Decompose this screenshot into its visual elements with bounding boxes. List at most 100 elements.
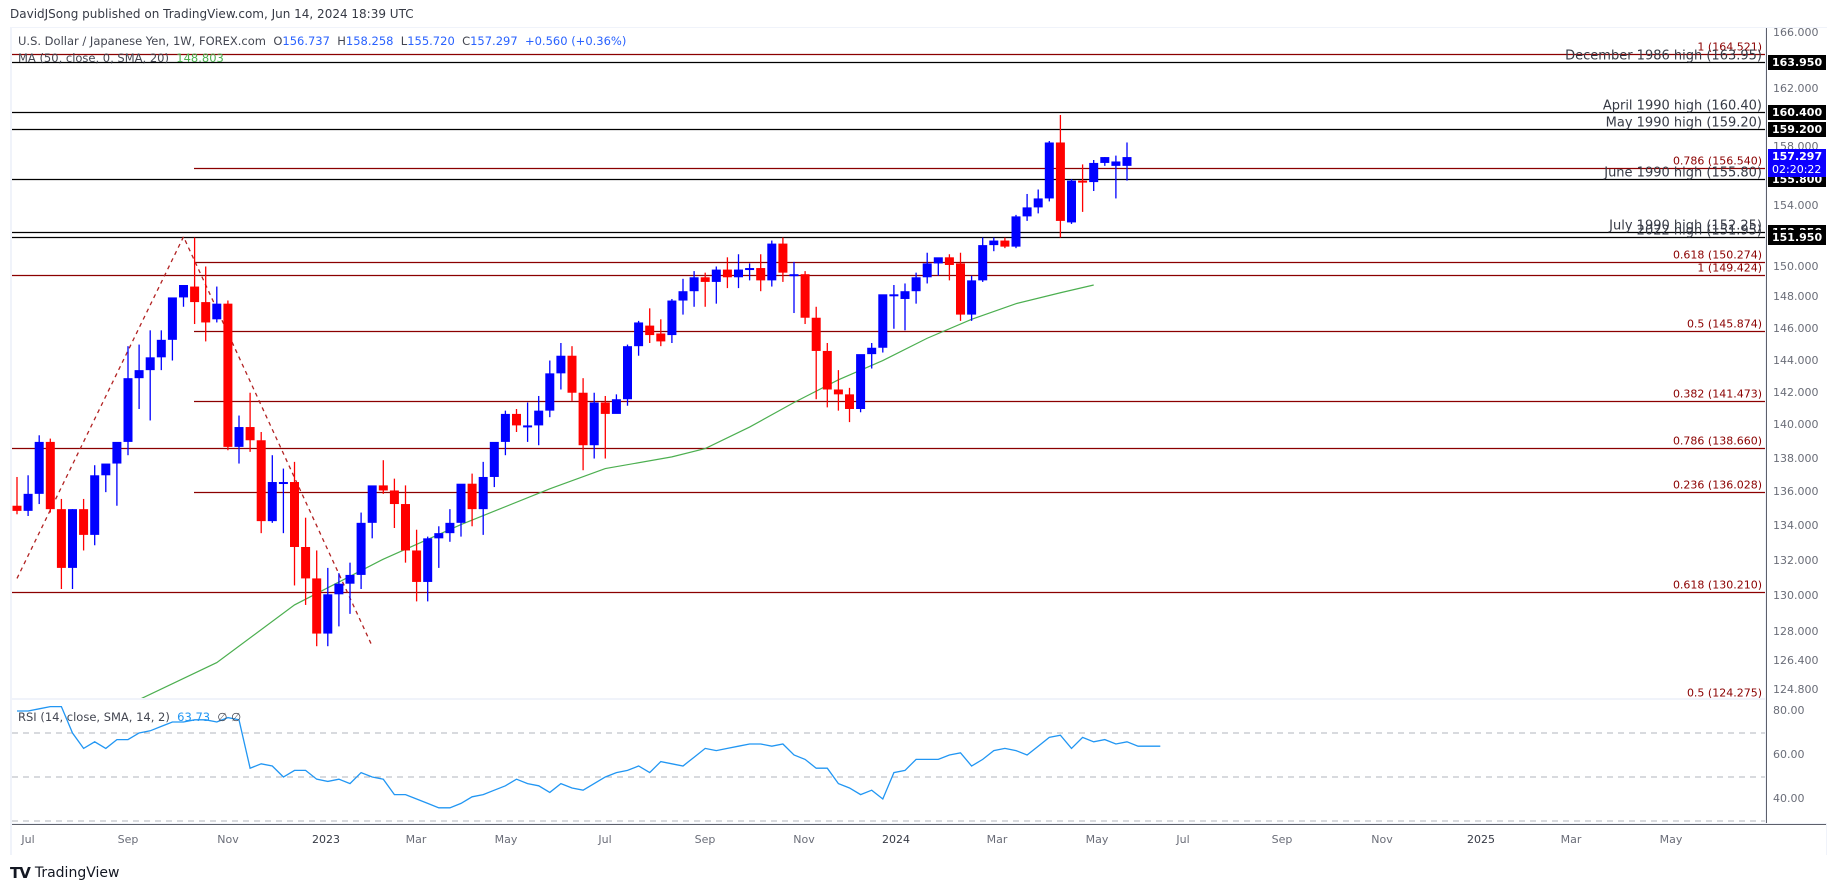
candle (822, 342, 832, 408)
ma50-line (141, 284, 1094, 698)
candle-body (1033, 198, 1043, 208)
candle (445, 509, 455, 542)
candle (467, 473, 477, 527)
candle (356, 512, 366, 589)
time-tick-label: Sep (694, 833, 716, 846)
candle-body (145, 357, 155, 371)
candle-body (845, 394, 854, 410)
price-axis[interactable]: 166.000 162.000 158.000 154.000 150.000 148.0… (1766, 26, 1827, 823)
rsi-tick-label: 40.00 (1773, 792, 1805, 805)
candle (23, 475, 33, 516)
rsi-pane[interactable] (12, 700, 1765, 823)
candle (323, 567, 333, 647)
price-chart-canvas[interactable]: 1 (164.521) 0.786 (156.540) 0.618 (150.274… (12, 28, 1765, 698)
rsi-canvas[interactable] (12, 700, 1765, 823)
fib-level-label: 0.382 (141.473) (1673, 388, 1762, 401)
candle-body (1044, 142, 1054, 199)
candle (1089, 159, 1099, 191)
candle (312, 550, 322, 647)
candle (623, 344, 632, 406)
candle (789, 261, 799, 314)
candle-body (567, 355, 577, 393)
candle-body (12, 505, 22, 511)
price-chart-pane[interactable]: 1 (164.521) 0.786 (156.540) 0.618 (150.274… (12, 28, 1765, 698)
candle (811, 306, 821, 400)
candle (156, 330, 166, 371)
price-tick-label: 148.000 (1773, 290, 1819, 304)
time-tick-label: May (1659, 833, 1683, 846)
candle-body (23, 493, 33, 511)
candle-body (334, 583, 344, 595)
ma-value: 148.803 (176, 51, 224, 65)
current-price-tag: 157.297 02:20:22 (1768, 149, 1827, 178)
candle (134, 344, 144, 410)
price-tick-label: 128.000 (1773, 624, 1819, 638)
price-tick-label: 140.000 (1773, 418, 1819, 432)
candle-body (301, 546, 311, 579)
candle (12, 476, 22, 515)
candle-body (523, 425, 533, 428)
rsi-value: 63.73 (177, 710, 211, 724)
candle (1000, 237, 1010, 249)
candle (179, 285, 188, 307)
candle-body (312, 578, 322, 634)
candle-body (156, 339, 166, 358)
candle (1100, 157, 1110, 166)
high-value: 158.258 (345, 34, 394, 48)
candle-body (179, 285, 188, 298)
candle (611, 394, 621, 414)
candle-body (878, 294, 888, 348)
candle-body (1111, 161, 1121, 166)
tradingview-logo[interactable]: TV TradingView (10, 864, 119, 882)
candle-body (734, 269, 743, 278)
candle (545, 360, 555, 418)
candle-body (711, 269, 721, 282)
series-legend: U.S. Dollar / Japanese Yen, 1W, FOREX.co… (18, 33, 626, 67)
candle (534, 395, 544, 446)
price-tick-label: 126.400 (1773, 653, 1819, 667)
candle-body (245, 427, 255, 441)
price-tick-label: 142.000 (1773, 385, 1819, 399)
candle-body (645, 325, 655, 336)
candle (223, 300, 233, 451)
price-tick-label: 166.000 (1773, 26, 1819, 40)
candle-body (944, 257, 954, 265)
candle (956, 252, 965, 321)
candle (567, 346, 577, 401)
fib-level-label: 0.786 (138.660) (1673, 435, 1762, 448)
candle (745, 263, 755, 281)
candle-body (911, 277, 921, 292)
candle-body (778, 243, 788, 273)
candle-body (68, 509, 77, 568)
candle-body (756, 268, 766, 281)
candle-body (278, 482, 288, 485)
time-axis[interactable]: Jul Sep Nov 2023 Mar May Jul Sep Nov 2024 Mar May Ju… (12, 824, 1826, 855)
candle-body (367, 485, 377, 523)
price-tick-label: 154.000 (1773, 198, 1819, 212)
candle-body (489, 441, 499, 477)
candle (1033, 189, 1043, 214)
ma-legend-row[interactable]: MA (50, close, 0, SMA, 20) 148.803 (18, 50, 626, 67)
candle (656, 319, 666, 347)
candle (634, 320, 644, 356)
time-tick-label: 2024 (882, 833, 910, 846)
candle-body (689, 277, 699, 292)
candle-body (534, 410, 544, 426)
rsi-label: RSI (14, close, SMA, 14, 2) (18, 710, 170, 724)
candle-body (201, 302, 211, 323)
candle (123, 346, 133, 456)
price-level-tag: 159.200 (1768, 122, 1827, 138)
candle-body (412, 550, 422, 582)
candle-body (223, 303, 233, 447)
price-tick-label: 138.000 (1773, 451, 1819, 465)
candle (900, 283, 910, 331)
candle-body (190, 286, 200, 303)
rsi-legend[interactable]: RSI (14, close, SMA, 14, 2) 63.73 ∅ ∅ (18, 710, 241, 724)
candle-body (623, 346, 632, 400)
candle (689, 271, 699, 307)
close-value: 157.297 (470, 34, 518, 48)
candle (278, 468, 288, 534)
candle (1011, 214, 1021, 249)
candle-body (445, 522, 455, 534)
symbol-legend-row[interactable]: U.S. Dollar / Japanese Yen, 1W, FOREX.co… (18, 34, 627, 48)
